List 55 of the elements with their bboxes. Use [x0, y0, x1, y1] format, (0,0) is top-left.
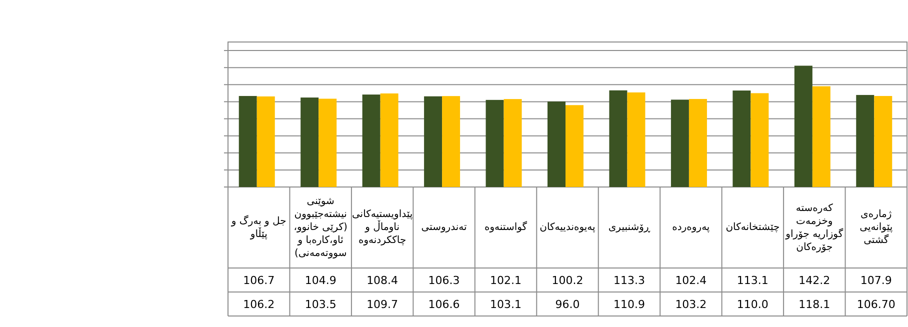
bar [609, 90, 628, 187]
x-tick-label: پەروەردە [672, 221, 710, 234]
data-label: 106.3 [428, 274, 460, 286]
data-label: 103.2 [675, 298, 707, 310]
data-label: 106.70 [856, 298, 896, 310]
data-label: 109.7 [366, 298, 398, 310]
x-tick-label: پێداویستیەکانی ناوماڵ و چاککردنەوە [352, 208, 413, 247]
data-label: 102.4 [675, 274, 707, 286]
data-label: 118.1 [798, 298, 830, 310]
x-tick-label: چێشتخانەکان [726, 221, 780, 234]
bar [548, 102, 566, 187]
data-label: 108.4 [366, 274, 398, 286]
data-label: 103.1 [490, 298, 522, 310]
x-tick-label: شوێنی نیشتەجێبوون (کرێی خانوو، ئاو،کارەبا و سووتەمەنی) [292, 195, 348, 260]
bar [318, 98, 337, 187]
bar [732, 90, 751, 187]
bar [238, 96, 257, 187]
bar [874, 96, 892, 187]
bar [486, 100, 504, 187]
bar [442, 96, 460, 187]
data-label: 106.6 [428, 298, 460, 310]
data-label: 100.2 [552, 274, 584, 286]
bar [627, 92, 646, 187]
bar [566, 105, 584, 187]
x-tick-label: ڕۆشنبیری [608, 221, 650, 234]
bar [424, 96, 442, 187]
data-label: 113.1 [736, 274, 768, 286]
data-label: 113.3 [613, 274, 645, 286]
data-label: 106.7 [243, 274, 275, 286]
x-tick-label: کەرەستە وخزمەت گوزاریە جۆراو جۆرەکان [786, 202, 844, 254]
data-label: 107.9 [860, 274, 892, 286]
bar [380, 93, 398, 187]
data-label: 104.9 [304, 274, 336, 286]
data-label: 106.2 [243, 298, 275, 310]
x-tick-label: ژمارەی پێوانەیی گشتی [858, 208, 894, 247]
bar [856, 94, 874, 187]
bar [300, 98, 319, 187]
data-label: 96.0 [555, 298, 580, 310]
data-label: 110.9 [613, 298, 645, 310]
bar [688, 98, 707, 187]
bar [812, 86, 830, 187]
x-tick-label: گواستنەوە [484, 221, 528, 234]
bar [362, 94, 380, 187]
data-label: 142.2 [798, 274, 830, 286]
bar [750, 93, 769, 187]
bar [256, 96, 275, 187]
x-tick-label: پەیوەندییەکان [540, 221, 596, 234]
data-label: 103.5 [304, 298, 336, 310]
data-label: 110.0 [736, 298, 768, 310]
x-tick-label: تەندروستی [421, 221, 467, 234]
bar [504, 99, 522, 187]
bar [794, 66, 812, 187]
data-label: 102.1 [490, 274, 522, 286]
x-tick-label: جل و بەرگ و پێڵاو [230, 214, 288, 240]
bar [670, 100, 689, 187]
